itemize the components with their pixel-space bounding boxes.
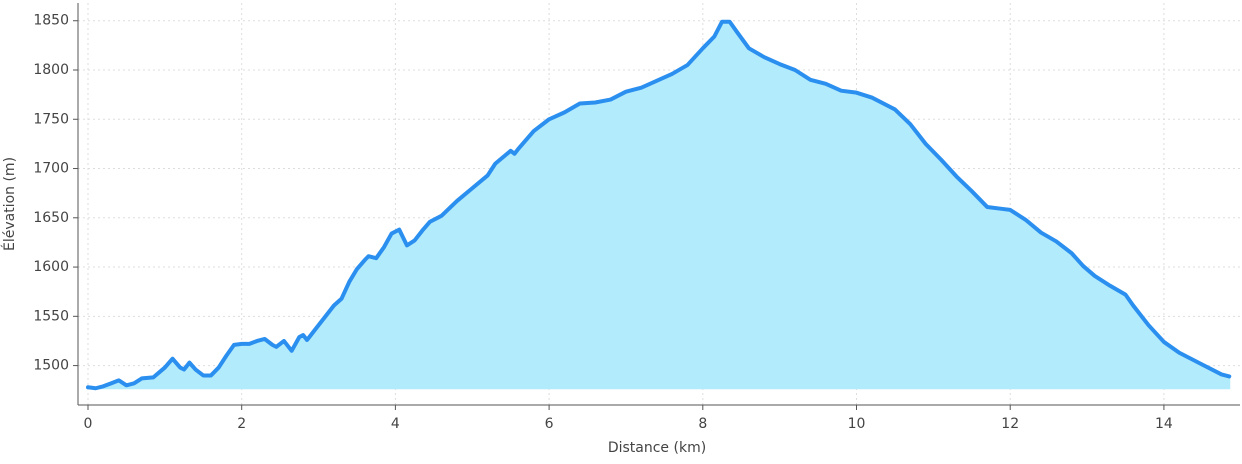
- x-tick-label: 0: [84, 416, 93, 432]
- y-tick-label: 1850: [33, 13, 69, 29]
- y-tick-label: 1750: [33, 111, 69, 127]
- x-tick-label: 6: [545, 416, 554, 432]
- y-tick-label: 1550: [33, 308, 69, 324]
- x-tick-label: 2: [237, 416, 246, 432]
- x-tick-label: 12: [1001, 416, 1019, 432]
- x-tick-label: 10: [848, 416, 866, 432]
- x-tick-label: 14: [1155, 416, 1173, 432]
- x-axis-label: Distance (km): [608, 440, 706, 456]
- y-tick-label: 1500: [33, 358, 69, 374]
- y-tick-label: 1650: [33, 210, 69, 226]
- y-tick-label: 1700: [33, 161, 69, 177]
- y-tick-label: 1600: [33, 259, 69, 275]
- y-axis-label: Élévation (m): [1, 157, 18, 251]
- x-tick-label: 8: [698, 416, 707, 432]
- y-tick-label: 1800: [33, 62, 69, 78]
- elevation-line: [85, 19, 1232, 391]
- area-fill: [86, 20, 1231, 390]
- x-tick-label: 4: [391, 416, 400, 432]
